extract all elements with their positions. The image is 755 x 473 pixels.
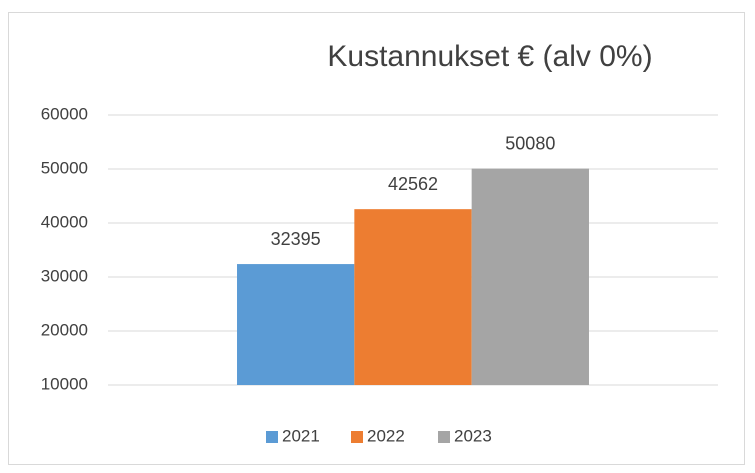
data-label: 42562	[388, 174, 438, 194]
y-tick-label: 50000	[41, 158, 88, 177]
bar	[237, 264, 355, 385]
y-tick-label: 60000	[41, 104, 88, 123]
legend-swatch	[351, 431, 363, 443]
bar	[354, 209, 472, 385]
data-label: 32395	[271, 229, 321, 249]
y-tick-label: 40000	[41, 212, 88, 231]
chart-title: Kustannukset € (alv 0%)	[327, 40, 652, 73]
bar	[471, 168, 589, 385]
y-tick-label: 30000	[41, 266, 88, 285]
legend-label: 2022	[367, 426, 405, 445]
y-tick-label: 10000	[41, 374, 88, 393]
data-label: 50080	[505, 133, 555, 153]
legend-swatch	[438, 431, 450, 443]
legend-label: 2021	[282, 426, 320, 445]
legend-swatch	[266, 431, 278, 443]
legend-label: 2023	[454, 426, 492, 445]
y-tick-label: 20000	[41, 320, 88, 339]
